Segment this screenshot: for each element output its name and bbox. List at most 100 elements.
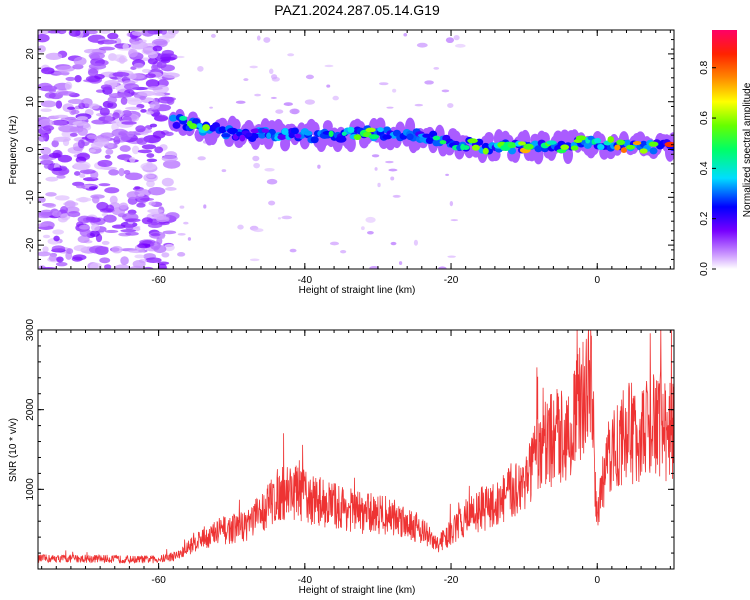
- heatmap-cell: [160, 64, 175, 72]
- heatmap-cell: [53, 71, 70, 76]
- heatmap-cell: [145, 73, 156, 79]
- heatmap-cell: [88, 63, 107, 70]
- heatmap-cell: [60, 206, 68, 214]
- heatmap-cell: [89, 230, 100, 237]
- heatmap-cell: [118, 55, 126, 64]
- heatmap-cell: [151, 64, 159, 71]
- heatmap-cell: [160, 56, 176, 61]
- heatmap-cell: [137, 243, 151, 249]
- colorbar-tick-label: 0.4: [699, 161, 710, 175]
- heatmap-cell: [108, 93, 125, 99]
- heatmap-cell: [281, 127, 289, 135]
- heatmap-cell: [236, 131, 242, 137]
- heatmap-cell: [454, 43, 466, 48]
- heatmap-cell: [76, 116, 89, 121]
- heatmap-cell: [127, 48, 138, 58]
- heatmap-cell: [161, 177, 174, 187]
- heatmap-cell: [252, 155, 260, 162]
- y-tick-label: 1000: [25, 478, 36, 501]
- heatmap-cell: [546, 140, 557, 145]
- heatmap-cell: [72, 254, 87, 261]
- heatmap-cell: [607, 136, 615, 143]
- heatmap-cell: [369, 266, 379, 269]
- heatmap-cell: [287, 53, 295, 57]
- heatmap-cell: [88, 186, 98, 190]
- heatmap-cell: [72, 120, 88, 126]
- heatmap-cell: [88, 103, 100, 110]
- heatmap-cell: [126, 191, 141, 200]
- heatmap-cell: [121, 121, 137, 125]
- heatmap-cell: [264, 168, 275, 172]
- heatmap-cell: [266, 178, 278, 185]
- heatmap-cell: [289, 108, 300, 115]
- heatmap-cell: [53, 235, 60, 242]
- heatmap-cell: [620, 147, 627, 153]
- x-tick-label: 0: [594, 575, 600, 586]
- heatmap-cell: [161, 252, 170, 258]
- heatmap-cell: [367, 231, 374, 235]
- heatmap-cell: [40, 266, 57, 269]
- heatmap-cell: [146, 158, 158, 163]
- heatmap-cell: [398, 261, 403, 266]
- heatmap-cell: [378, 82, 389, 86]
- heatmap-cell: [142, 266, 154, 269]
- heatmap-cell: [105, 204, 115, 213]
- heatmap-cell: [445, 37, 455, 44]
- heatmap-cell: [556, 149, 567, 154]
- heatmap-cell: [147, 57, 158, 65]
- heatmap-cell: [48, 254, 57, 262]
- heatmap-cell: [166, 96, 175, 105]
- heatmap-cell: [203, 204, 207, 209]
- heatmap-cell: [78, 102, 86, 110]
- heatmap-cell: [471, 144, 480, 151]
- heatmap-cell: [575, 135, 587, 141]
- heatmap-cell: [77, 235, 90, 244]
- heatmap-cell: [119, 202, 129, 210]
- heatmap-cell: [218, 126, 227, 134]
- heatmap-cell: [127, 131, 135, 138]
- heatmap-cell: [104, 229, 119, 233]
- heatmap-cell: [51, 245, 66, 252]
- heatmap-cell: [277, 134, 287, 140]
- heatmap-cell: [103, 214, 117, 223]
- heatmap-cell: [45, 192, 57, 197]
- heatmap-cell: [445, 173, 449, 176]
- heatmap-cell: [377, 182, 381, 188]
- heatmap-cell: [162, 159, 181, 169]
- heatmap-cell: [112, 72, 130, 77]
- spectrogram-ticks: -60 -40 -20 0 -20 -10 0 10 20: [25, 29, 674, 286]
- heatmap-cell: [99, 30, 111, 34]
- heatmap-cell: [141, 217, 153, 225]
- heatmap-cell: [77, 127, 88, 136]
- heatmap-cell: [97, 159, 113, 167]
- heatmap-cell: [79, 224, 90, 230]
- heatmap-cell: [89, 149, 96, 153]
- heatmap-cell: [67, 210, 81, 218]
- heatmap-cell: [139, 95, 146, 101]
- heatmap-cell: [55, 100, 63, 109]
- heatmap-cell: [153, 245, 167, 254]
- heatmap-cell: [179, 205, 185, 209]
- heatmap-cell: [52, 167, 63, 172]
- heatmap-cell: [122, 43, 129, 50]
- heatmap-cell: [141, 68, 151, 73]
- heatmap-cell: [39, 133, 49, 138]
- heatmap-cell: [147, 222, 163, 229]
- heatmap-cell: [147, 208, 164, 214]
- heatmap-cell: [54, 195, 70, 201]
- heatmap-cell: [126, 97, 142, 102]
- heatmap-cell: [281, 215, 293, 220]
- heatmap-cell: [129, 156, 136, 163]
- y-tick-label: 10: [25, 96, 36, 108]
- colorbar-tick-label: 0.6: [699, 111, 710, 125]
- heatmap-cell: [143, 50, 152, 54]
- heatmap-cell: [146, 110, 154, 115]
- heatmap-cell: [57, 30, 67, 35]
- heatmap-cell: [153, 40, 167, 46]
- heatmap-cell: [104, 264, 112, 269]
- heatmap-cell: [462, 145, 470, 150]
- heatmap-cell: [221, 133, 231, 138]
- heatmap-cell: [365, 127, 376, 133]
- heatmap-cell: [597, 144, 605, 151]
- heatmap-cell: [128, 73, 137, 80]
